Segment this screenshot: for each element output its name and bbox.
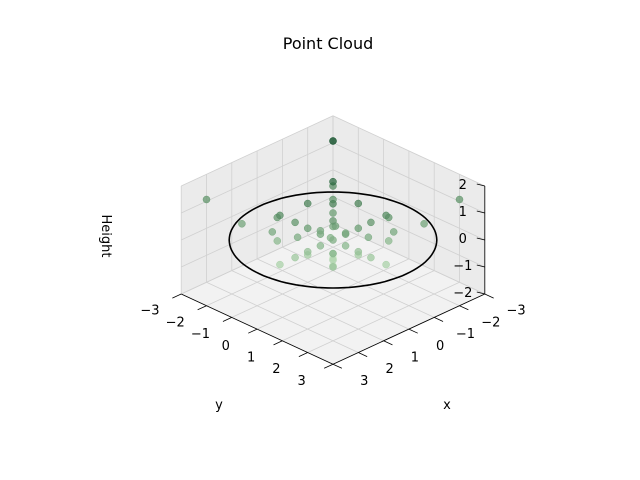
data-point (367, 218, 375, 227)
left-wall-grid-horizontal (332, 169, 485, 241)
z-tick-label: 1 (459, 205, 467, 220)
data-point (303, 224, 312, 233)
data-point (354, 199, 363, 208)
data-point (420, 220, 428, 228)
right-wall-grid-horizontal (181, 223, 334, 295)
y-tick-mark (298, 352, 308, 357)
z-tick-label: 0 (459, 232, 467, 247)
x-tick-label: 1 (411, 351, 419, 366)
data-point (382, 260, 390, 269)
data-point (364, 233, 373, 242)
data-point (303, 199, 312, 208)
z-tick-label: −1 (453, 259, 472, 274)
y-tick-label: −2 (166, 315, 185, 330)
floor-grid-line-y (307, 281, 460, 353)
data-point (354, 224, 363, 233)
x-tick-label: −1 (456, 327, 475, 342)
data-point (384, 237, 393, 245)
x-tick-mark (459, 305, 469, 311)
y-tick-mark (197, 305, 207, 311)
z-tick-mark (476, 210, 485, 214)
z-tick-label: 2 (459, 178, 467, 193)
ring-group (228, 191, 438, 289)
data-point (329, 200, 337, 208)
right-wall-grid-horizontal (181, 169, 334, 241)
y-tick-label: −1 (191, 327, 210, 342)
data-point (291, 253, 299, 262)
y-axis-label: y (215, 398, 223, 413)
data-point (329, 256, 337, 264)
tick-group: −3 −2 −1 0 1 2 3 −3 −2 −1 0 1 2 3 −2 −1 0 1 2 (140, 178, 525, 389)
y-tick-label: −3 (140, 304, 159, 319)
y-tick-mark (323, 363, 334, 369)
x-tick-mark (358, 352, 368, 357)
data-point (329, 263, 337, 271)
x-tick-label: −2 (481, 315, 500, 330)
x-tick-label: 0 (436, 339, 444, 354)
y-tick-mark (248, 328, 258, 334)
y-tick-mark (222, 317, 232, 322)
data-point (341, 230, 350, 238)
x-tick-mark (434, 317, 444, 322)
y-tick-mark (172, 293, 182, 299)
y-tick-label: 0 (222, 339, 230, 354)
data-point (238, 220, 246, 228)
x-tick-label: 2 (385, 362, 393, 377)
data-point (341, 242, 350, 250)
data-point (382, 211, 390, 220)
data-point (329, 209, 337, 217)
right-wall-grid-horizontal (181, 196, 334, 268)
left-wall-grid-horizontal (332, 115, 485, 187)
x-tick-mark (332, 363, 343, 369)
x-tick-mark (484, 293, 494, 299)
data-point (291, 218, 299, 227)
data-point (329, 236, 337, 244)
x-axis-label: x (443, 398, 451, 413)
y-tick-label: 3 (298, 374, 306, 389)
data-point (367, 253, 375, 262)
scatter-points (202, 137, 464, 271)
data-point (329, 137, 337, 145)
data-point (293, 233, 302, 242)
data-point (455, 195, 464, 204)
z-axis-label: Height (98, 215, 113, 258)
data-point (276, 260, 284, 269)
y-tick-mark (273, 340, 283, 346)
data-point (329, 217, 337, 225)
z-tick-label: −2 (453, 286, 472, 301)
data-point (303, 247, 312, 256)
z-tick-mark (476, 291, 485, 295)
left-wall-grid-horizontal (332, 223, 485, 295)
data-point (268, 228, 277, 236)
z-tick-mark (476, 264, 485, 268)
data-point (316, 242, 325, 250)
data-point (389, 228, 398, 236)
right-wall-grid-horizontal (181, 115, 334, 187)
data-point (329, 177, 337, 186)
x-tick-label: −3 (507, 304, 526, 319)
y-tick-label: 1 (247, 351, 255, 366)
data-point (276, 211, 284, 220)
data-point (202, 195, 211, 204)
y-tick-label: 2 (272, 362, 280, 377)
ring-curve (228, 191, 438, 289)
chart-title: Point Cloud (283, 34, 374, 53)
x-tick-mark (383, 340, 393, 346)
x-tick-label: 3 (360, 374, 368, 389)
data-point (316, 230, 325, 238)
z-tick-mark (476, 237, 485, 241)
z-tick-mark (476, 183, 485, 187)
data-point (273, 237, 282, 245)
data-point (329, 249, 337, 258)
data-point (354, 247, 363, 256)
left-wall-grid-horizontal (332, 196, 485, 268)
x-tick-mark (408, 328, 418, 334)
